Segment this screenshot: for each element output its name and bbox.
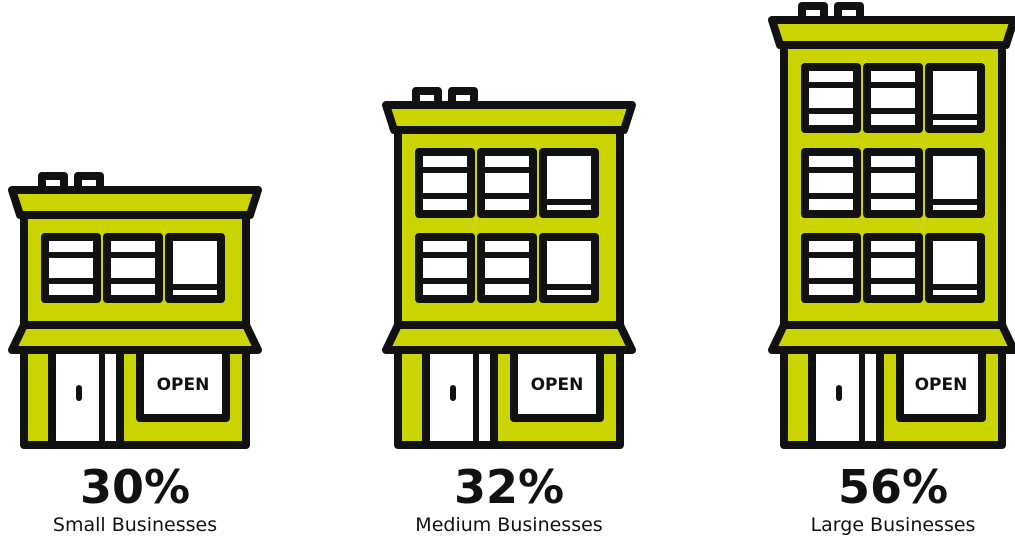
window <box>477 148 537 218</box>
window <box>801 63 861 133</box>
window <box>41 233 101 303</box>
cornice <box>768 16 1015 49</box>
sign-board <box>896 346 986 422</box>
window <box>863 63 923 133</box>
window <box>103 233 163 303</box>
door <box>808 346 884 449</box>
label: Large Businesses <box>811 514 976 536</box>
window <box>415 233 475 303</box>
window <box>863 148 923 218</box>
door-knob <box>836 385 842 401</box>
sign-board <box>136 346 230 422</box>
percent: 32% <box>454 460 564 514</box>
window <box>801 233 861 303</box>
label: Medium Businesses <box>415 514 602 536</box>
awning <box>768 321 1015 354</box>
sign-board <box>510 346 604 422</box>
window <box>477 233 537 303</box>
building: OPEN 56%Large Businesses <box>768 2 1015 536</box>
door <box>48 346 124 449</box>
percent: 56% <box>838 460 948 514</box>
awning <box>382 321 636 354</box>
door <box>422 346 498 449</box>
door-knob <box>76 385 82 401</box>
window <box>801 148 861 218</box>
window <box>863 233 923 303</box>
cornice <box>8 186 262 219</box>
awning <box>8 321 262 354</box>
label: Small Businesses <box>53 514 217 536</box>
percent: 30% <box>80 460 190 514</box>
window <box>415 148 475 218</box>
sign-text: OPEN <box>915 375 968 395</box>
sign-text: OPEN <box>531 375 584 395</box>
building: OPEN 30%Small Businesses <box>8 172 262 536</box>
building: OPEN 32%Medium Businesses <box>382 87 636 536</box>
cornice <box>382 101 636 134</box>
sign-text: OPEN <box>157 375 210 395</box>
door-knob <box>450 385 456 401</box>
